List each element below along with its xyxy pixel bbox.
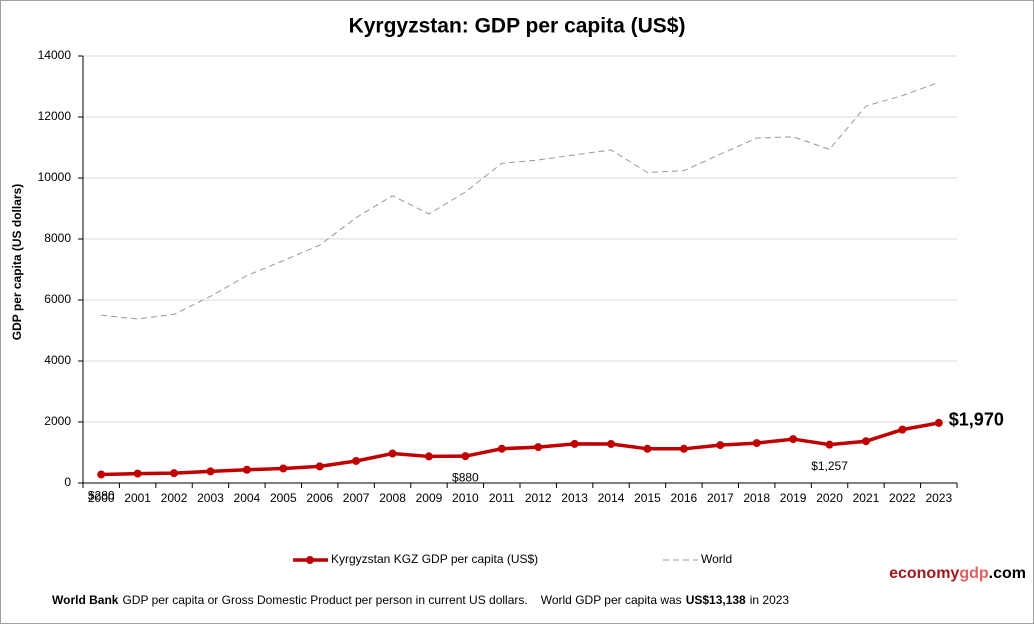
point: [607, 439, 616, 448]
point: [534, 443, 543, 452]
y-tick-label: 12000: [38, 109, 72, 123]
y-tick-label: 0: [64, 475, 71, 489]
x-tick-label: 2017: [707, 491, 734, 505]
x-tick-label: 2023: [925, 491, 952, 505]
legend-label: World: [701, 552, 732, 566]
point: [242, 465, 251, 474]
y-tick-label: 14000: [38, 48, 72, 62]
point: [388, 449, 397, 458]
point: [861, 437, 870, 446]
x-tick-label: 2006: [306, 491, 333, 505]
point: [679, 444, 688, 453]
x-tick-label: 2007: [343, 491, 370, 505]
point: [934, 418, 943, 427]
point: [497, 444, 506, 453]
x-tick-label: 2020: [816, 491, 843, 505]
x-tick-label: 2021: [853, 491, 880, 505]
brand-part: economy: [889, 565, 959, 582]
point: [789, 435, 798, 444]
x-tick-label: 2014: [598, 491, 625, 505]
brand: economygdp.com: [889, 565, 1026, 582]
x-tick-label: 2011: [489, 491, 515, 505]
y-tick-label: 8000: [44, 231, 71, 245]
brand-part: gdp: [959, 565, 989, 582]
point: [133, 469, 142, 478]
data-label: $880: [452, 470, 479, 484]
point: [752, 439, 761, 448]
point: [643, 444, 652, 453]
x-tick-label: 2009: [416, 491, 443, 505]
point: [170, 469, 179, 478]
footer-part: in 2023: [750, 593, 790, 607]
x-tick-label: 2019: [780, 491, 807, 505]
point: [461, 452, 470, 461]
footer-part: GDP per capita or Gross Domestic Product…: [122, 593, 527, 607]
point: [279, 464, 288, 473]
brand-part: .com: [989, 565, 1026, 582]
legend-marker: [306, 556, 314, 564]
x-tick-label: 2018: [743, 491, 770, 505]
point: [716, 441, 725, 450]
x-tick-label: 2016: [671, 491, 698, 505]
point: [315, 462, 324, 471]
x-tick-label: 2005: [270, 491, 297, 505]
y-tick-label: 6000: [44, 292, 71, 306]
y-tick-label: 2000: [44, 414, 71, 428]
x-tick-label: 2004: [234, 491, 261, 505]
series-line: [101, 81, 939, 320]
x-tick-label: 2008: [379, 491, 406, 505]
point: [825, 440, 834, 449]
legend-label: Kyrgyzstan KGZ GDP per capita (US$): [331, 552, 538, 566]
footer-part: World Bank: [52, 593, 119, 607]
x-tick-label: 2015: [634, 491, 661, 505]
point: [424, 452, 433, 461]
x-tick-label: 2000: [88, 491, 115, 505]
x-tick-label: 2022: [889, 491, 916, 505]
data-label: $1,970: [949, 410, 1004, 430]
footer-part: World GDP per capita was: [541, 593, 682, 607]
x-tick-label: 2013: [561, 491, 588, 505]
series-line: [101, 421, 940, 477]
x-tick-label: 2001: [124, 491, 151, 505]
point: [898, 425, 907, 434]
point: [97, 470, 106, 479]
point: [206, 467, 215, 476]
point: [570, 439, 579, 448]
x-tick-label: 2002: [161, 491, 188, 505]
footer-part: US$13,138: [686, 593, 746, 607]
x-tick-label: 2003: [197, 491, 224, 505]
data-label: $280: [88, 489, 115, 503]
data-label: $1,257: [811, 459, 848, 473]
y-tick-label: 10000: [38, 170, 72, 184]
chart-title: Kyrgyzstan: GDP per capita (US$): [349, 15, 686, 38]
x-tick-label: 2012: [525, 491, 552, 505]
x-tick-label: 2010: [452, 491, 479, 505]
footer: World Bank GDP per capita or Gross Domest…: [52, 593, 789, 607]
point: [352, 456, 361, 465]
y-tick-label: 4000: [44, 353, 71, 367]
y-axis-title: GDP per capita (US dollars): [10, 184, 24, 341]
